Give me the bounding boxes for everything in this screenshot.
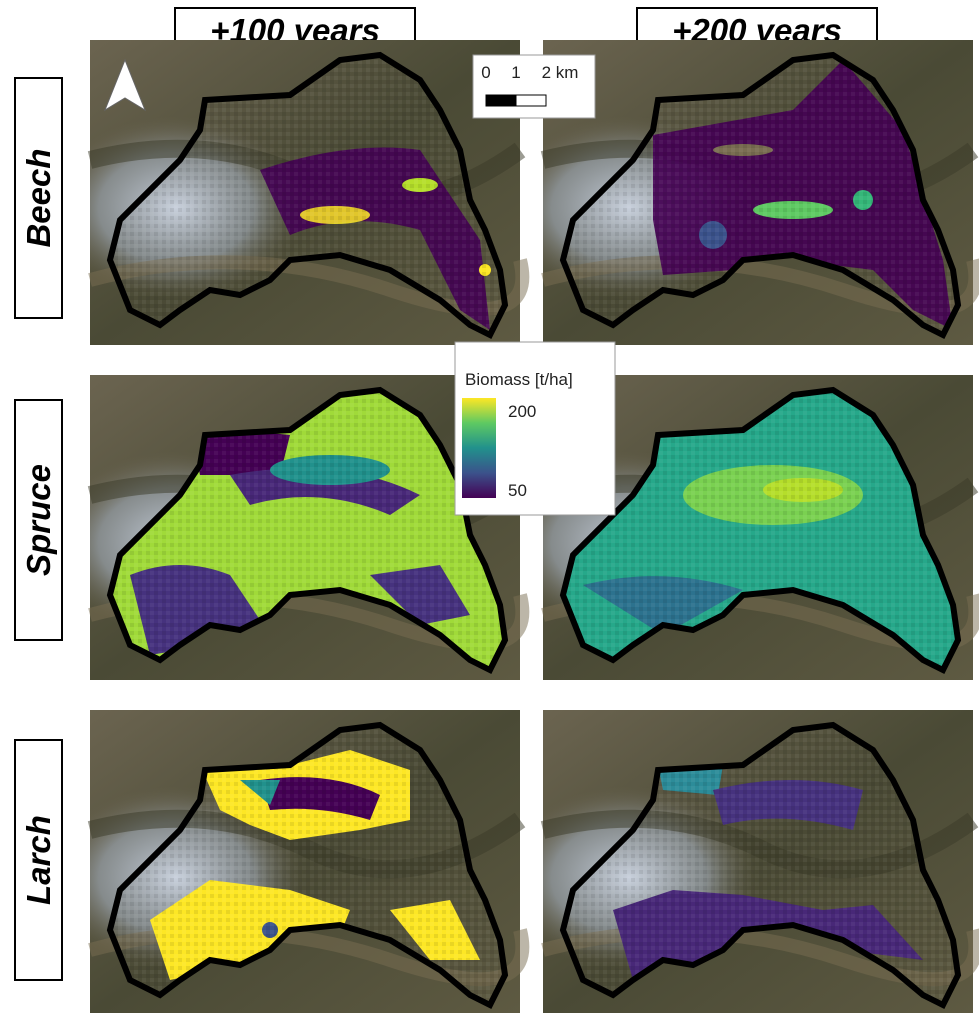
row-label: Beech <box>20 148 57 247</box>
row-label: Larch <box>20 815 57 905</box>
colorbar <box>462 398 496 498</box>
map-panel <box>543 710 975 1013</box>
scale-label: 0 <box>481 63 490 82</box>
map-panel <box>90 710 522 1013</box>
scale-segment <box>486 95 516 106</box>
legend-title: Biomass [t/ha] <box>465 370 573 389</box>
legend-max: 200 <box>508 402 536 421</box>
map-panel <box>90 40 522 345</box>
figure: +100 years +200 years Beech Spruce Larch <box>0 0 979 1013</box>
scale-segment <box>516 95 546 106</box>
scale-label: 2 km <box>542 63 579 82</box>
row-label: Spruce <box>20 464 57 576</box>
scale-label: 1 <box>511 63 520 82</box>
legend-min: 50 <box>508 481 527 500</box>
map-panel <box>543 40 975 345</box>
